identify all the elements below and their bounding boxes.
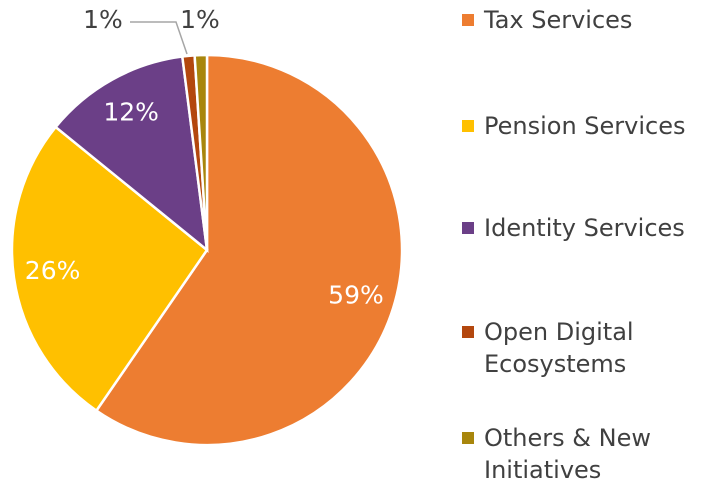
leader-line — [130, 21, 188, 55]
legend-item: Pension Services — [462, 110, 702, 142]
pie-slice — [193, 53, 209, 251]
data-label: 1% — [83, 5, 123, 34]
data-label: 1% — [180, 5, 220, 34]
data-label: 12% — [103, 98, 159, 127]
pie-slice — [53, 55, 209, 253]
legend-swatch — [462, 432, 474, 444]
legend-swatch — [462, 14, 474, 26]
legend-item: Others & New Initiatives — [462, 422, 702, 486]
legend-label: Others & New Initiatives — [484, 424, 651, 484]
legend-label: Pension Services — [484, 112, 686, 140]
data-label: 26% — [25, 256, 81, 285]
legend-item: Tax Services — [462, 4, 702, 36]
legend-label: Identity Services — [484, 214, 685, 242]
legend-item: Identity Services — [462, 212, 702, 244]
data-label: 59% — [328, 280, 384, 309]
legend-swatch — [462, 120, 474, 132]
legend-label: Open Digital Ecosystems — [484, 318, 634, 378]
pie-slice — [10, 125, 209, 413]
legend-swatch — [462, 326, 474, 338]
legend-label: Tax Services — [484, 6, 633, 34]
legend-swatch — [462, 222, 474, 234]
legend-item: Open Digital Ecosystems — [462, 316, 702, 380]
pie-slice — [94, 53, 404, 447]
